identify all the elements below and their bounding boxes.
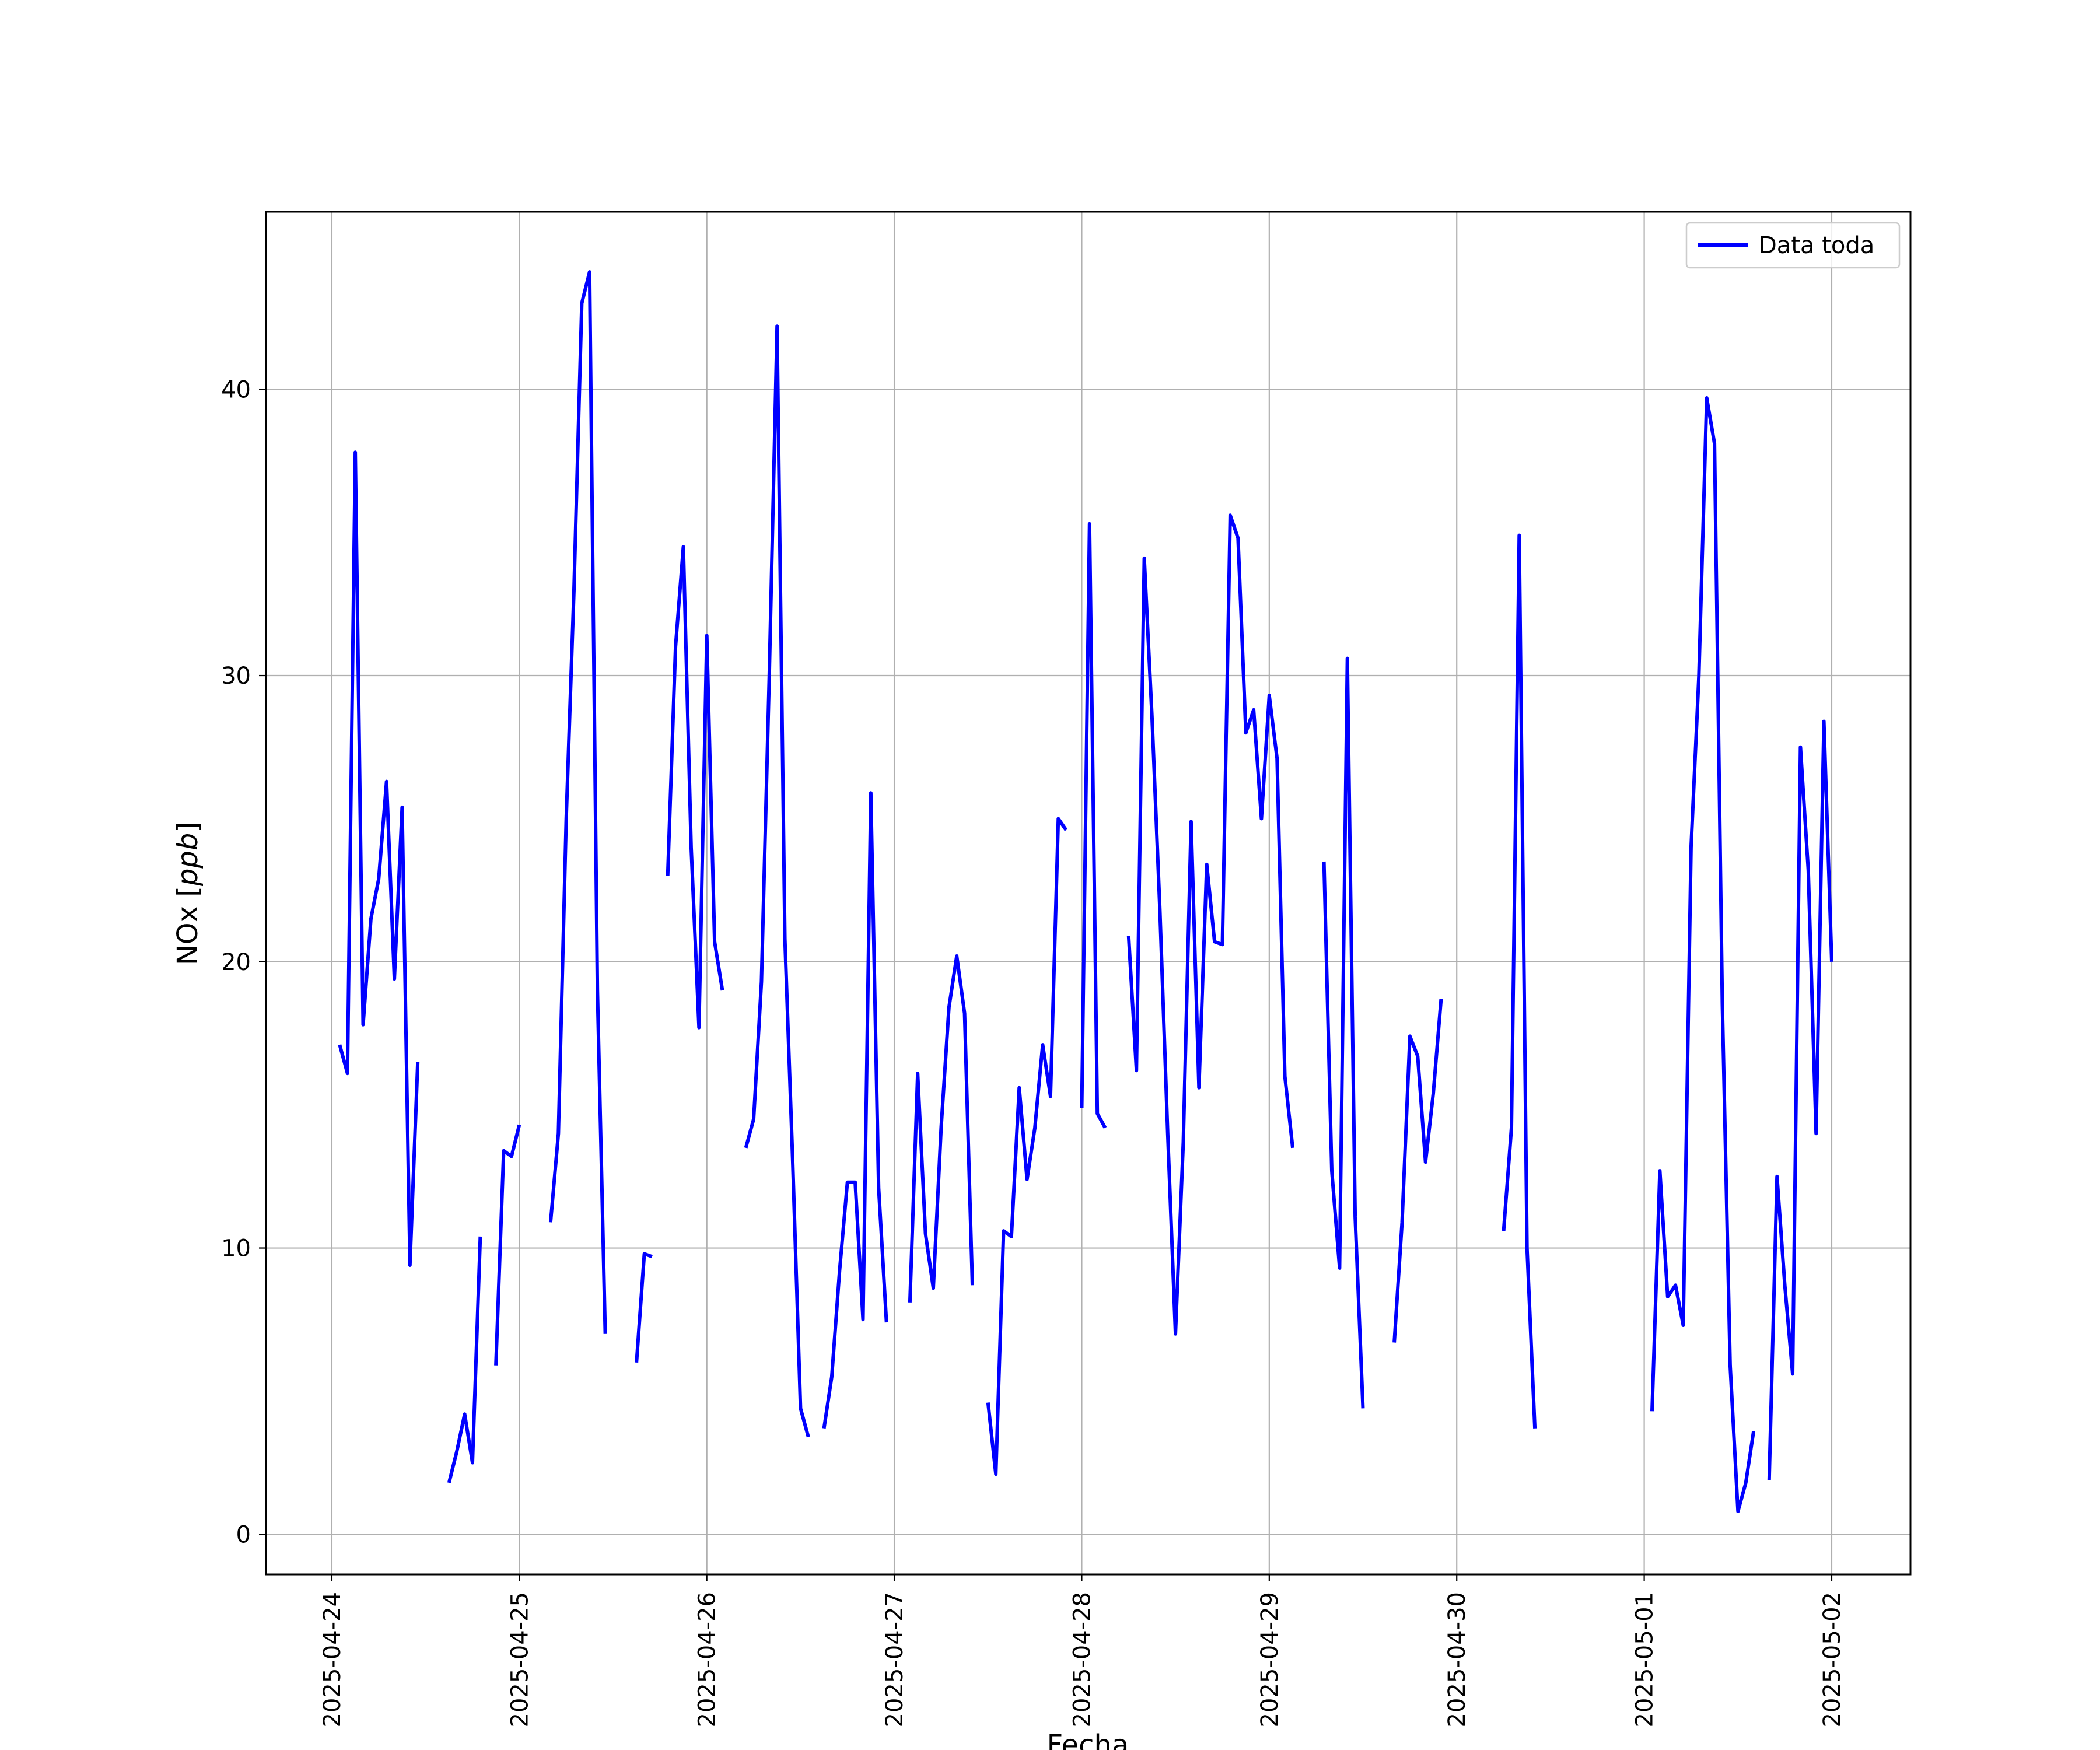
series-line-segment-0-12 [1322, 656, 1365, 1409]
series-line-segment-0-0 [338, 450, 420, 1267]
grid-lines [266, 212, 1910, 1574]
series-line-segment-0-6 [744, 324, 810, 1438]
data-lines [338, 270, 1833, 1513]
legend-label-data-toda: Data toda [1759, 232, 1874, 259]
series-line-segment-0-13 [1392, 999, 1443, 1343]
y-axis-label-prefix: NOx [ [172, 886, 204, 965]
x-tick-label-8: 2025-05-02 [1819, 1592, 1846, 1727]
series-line-segment-0-7 [822, 791, 888, 1429]
y-axis-label: NOx [ppb] [172, 822, 204, 965]
x-tick-label-7: 2025-05-01 [1632, 1592, 1658, 1727]
series-line-segment-0-10 [1080, 522, 1107, 1129]
series-line-segment-0-16 [1767, 719, 1833, 1480]
legend: Data toda [1685, 222, 1901, 269]
series-line-segment-0-11 [1126, 513, 1294, 1336]
series-line-segment-0-1 [447, 1236, 482, 1483]
series-line-segment-0-5 [666, 545, 724, 1030]
x-tick-label-6: 2025-04-30 [1444, 1592, 1471, 1727]
plot-area-background [266, 212, 1910, 1574]
x-tick-label-1: 2025-04-25 [506, 1592, 533, 1727]
x-axis-label: Fecha [1047, 1729, 1129, 1750]
x-tick-label-3: 2025-04-27 [881, 1592, 908, 1727]
x-tick-label-0: 2025-04-24 [319, 1592, 346, 1727]
series-line-segment-0-14 [1502, 533, 1537, 1429]
series-line-segment-0-9 [986, 817, 1068, 1476]
y-tick-label-4: 40 [221, 376, 251, 403]
y-axis-label-unit: ppb [172, 833, 204, 887]
series-line-segment-0-4 [635, 1252, 653, 1363]
series-line-segment-0-8 [908, 954, 974, 1303]
series-line-segment-0-2 [494, 1124, 522, 1366]
series-line-segment-0-15 [1650, 396, 1756, 1513]
y-axis-label-suffix: ] [172, 822, 204, 833]
x-tick-label-5: 2025-04-29 [1256, 1592, 1283, 1727]
x-tick-label-4: 2025-04-28 [1069, 1592, 1096, 1727]
x-tick-label-2: 2025-04-26 [694, 1592, 721, 1727]
plot-frame [265, 211, 1912, 1576]
y-tick-label-3: 30 [221, 663, 251, 690]
axis-tick-labels: 2025-04-24 2025-04-25 2025-04-26 2025-04-27… [221, 376, 1846, 1727]
y-tick-label-0: 0 [236, 1521, 251, 1548]
y-tick-label-1: 10 [221, 1236, 251, 1262]
axis-ticks [259, 388, 1833, 1581]
legend-box [1685, 222, 1901, 269]
series-line-segment-0-3 [548, 270, 607, 1334]
y-tick-label-2: 20 [221, 949, 251, 976]
